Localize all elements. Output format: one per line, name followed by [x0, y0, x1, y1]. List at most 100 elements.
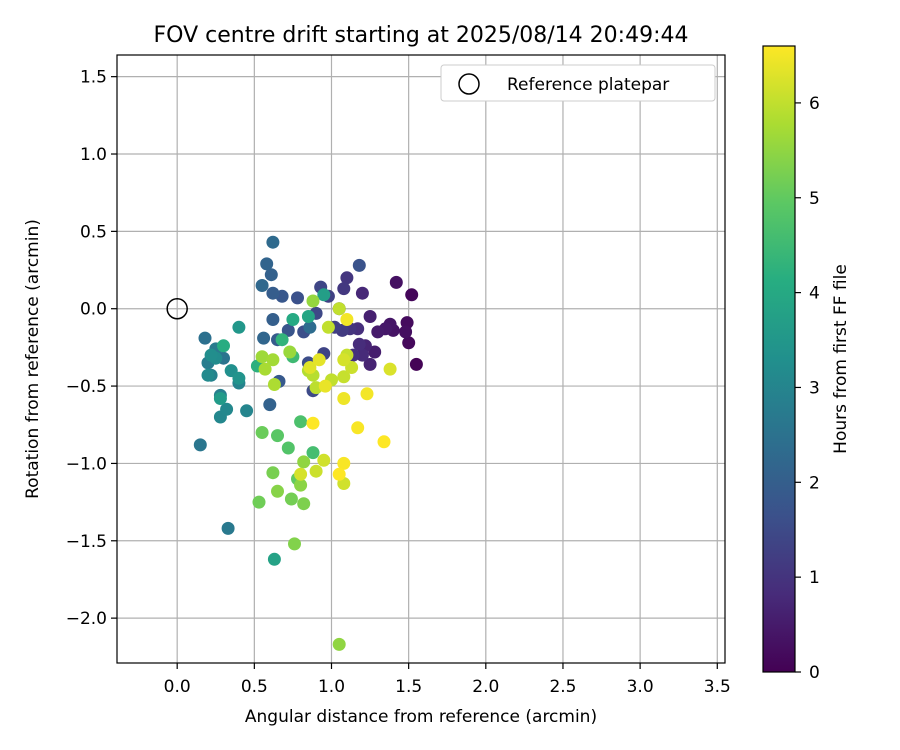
colorbar-tick-label: 0: [809, 663, 820, 683]
y-tick-label: 0.0: [80, 300, 107, 320]
scatter-point: [389, 275, 403, 289]
y-tick-label: 1.0: [80, 145, 107, 165]
x-tick-label: 0.5: [241, 677, 268, 697]
scatter-point: [271, 484, 284, 498]
scatter-point: [332, 637, 346, 651]
scatter-point: [297, 455, 311, 469]
colorbar-tick-label: 5: [809, 189, 820, 209]
y-tick-label: −1.0: [66, 454, 107, 474]
scatter-point: [284, 492, 298, 506]
x-axis-label: Angular distance from reference (arcmin): [245, 707, 597, 727]
y-tick-label: 1.5: [80, 68, 107, 88]
scatter-point: [281, 323, 295, 337]
y-tick-label: −2.0: [66, 609, 107, 629]
colorbar-tick-label: 4: [809, 284, 820, 304]
scatter-point: [266, 286, 280, 300]
scatter-point: [368, 345, 382, 359]
scatter-point: [317, 288, 331, 302]
scatter-point: [221, 521, 235, 535]
scatter-point: [355, 286, 369, 300]
scatter-point: [399, 325, 413, 339]
scatter-point: [275, 333, 289, 347]
scatter-point: [204, 348, 218, 362]
colorbar: 0 1 2 3 4 5 6 Hours from first FF file: [762, 45, 851, 683]
scatter-point: [318, 379, 332, 393]
scatter-point: [198, 331, 212, 345]
scatter-point: [267, 552, 281, 566]
scatter-point: [213, 392, 227, 405]
legend-label-reference: Reference platepar: [507, 75, 669, 95]
scatter-point: [294, 478, 308, 492]
scatter-point: [266, 353, 280, 367]
scatter-point: [371, 325, 385, 339]
scatter-point: [355, 348, 369, 362]
scatter-point: [286, 313, 300, 326]
x-axis: 0.0 0.5 1.0 1.5 2.0 2.5 3.0 3.5: [164, 663, 731, 697]
scatter-point: [266, 235, 280, 249]
scatter-point: [267, 378, 281, 391]
scatter-point: [337, 392, 351, 405]
scatter-point: [405, 288, 419, 302]
scatter-point: [271, 429, 284, 443]
scatter-point: [402, 336, 416, 350]
scatter-point: [332, 302, 346, 316]
scatter-point: [263, 398, 277, 412]
scatter-point: [240, 404, 254, 418]
scatter-point: [317, 453, 331, 467]
scatter-point: [255, 350, 269, 364]
scatter-point: [352, 258, 366, 272]
scatter-point: [303, 320, 317, 334]
x-tick-label: 3.5: [704, 677, 731, 697]
y-axis-label: Rotation from reference (arcmin): [23, 219, 43, 499]
scatter-point: [332, 467, 346, 481]
scatter-point: [257, 331, 271, 345]
scatter-point: [337, 456, 351, 470]
scatter-point: [409, 357, 423, 371]
scatter-point: [255, 279, 269, 292]
scatter-point: [232, 320, 246, 334]
scatter-point: [255, 426, 269, 439]
scatter-point: [294, 467, 308, 481]
scatter-point: [337, 370, 351, 384]
scatter-point: [264, 268, 278, 282]
scatter-point: [309, 464, 323, 478]
scatter-point: [291, 291, 304, 305]
scatter-point: [266, 466, 280, 480]
scatter-point: [306, 446, 320, 460]
colorbar-tick-label: 2: [809, 473, 820, 493]
scatter-point: [360, 387, 374, 401]
scatter-point: [377, 435, 391, 449]
colorbar-tick-label: 3: [809, 378, 820, 398]
scatter-point: [303, 361, 317, 374]
scatter-point: [266, 313, 280, 326]
y-tick-label: −1.5: [66, 532, 107, 552]
scatter-point: [220, 402, 234, 416]
scatter-point: [340, 271, 354, 285]
scatter-point: [260, 257, 274, 271]
scatter-point: [297, 497, 311, 511]
plot-area: 0.0 0.5 1.0 1.5 2.0 2.5 3.0 3.5 1.5 1.0 0.5 0.0 −0.…: [66, 54, 731, 697]
x-tick-label: 2.5: [549, 677, 576, 697]
x-tick-label: 3.0: [627, 677, 654, 697]
scatter-point: [201, 368, 215, 382]
scatter-point: [217, 339, 230, 353]
scatter-point: [232, 371, 246, 385]
reference-platepar-marker: [166, 297, 188, 320]
scatter-point: [193, 438, 207, 452]
colorbar-tick-label: 1: [809, 568, 820, 588]
scatter-point: [301, 310, 315, 323]
scatter-point: [363, 310, 377, 323]
scatter-point: [321, 320, 335, 334]
colorbar-gradient: [762, 45, 796, 673]
scatter-point: [258, 362, 272, 376]
x-tick-label: 0.0: [164, 677, 191, 697]
scatter-point: [363, 357, 377, 371]
scatter-point: [306, 416, 320, 430]
legend-box: [440, 64, 716, 102]
scatter-point: [352, 337, 366, 351]
chart-title: FOV centre drift starting at 2025/08/14 …: [154, 23, 689, 48]
scatter-point: [306, 294, 320, 308]
scatter-point: [337, 282, 351, 296]
scatter-point: [383, 362, 397, 376]
y-tick-label: −0.5: [66, 377, 107, 397]
